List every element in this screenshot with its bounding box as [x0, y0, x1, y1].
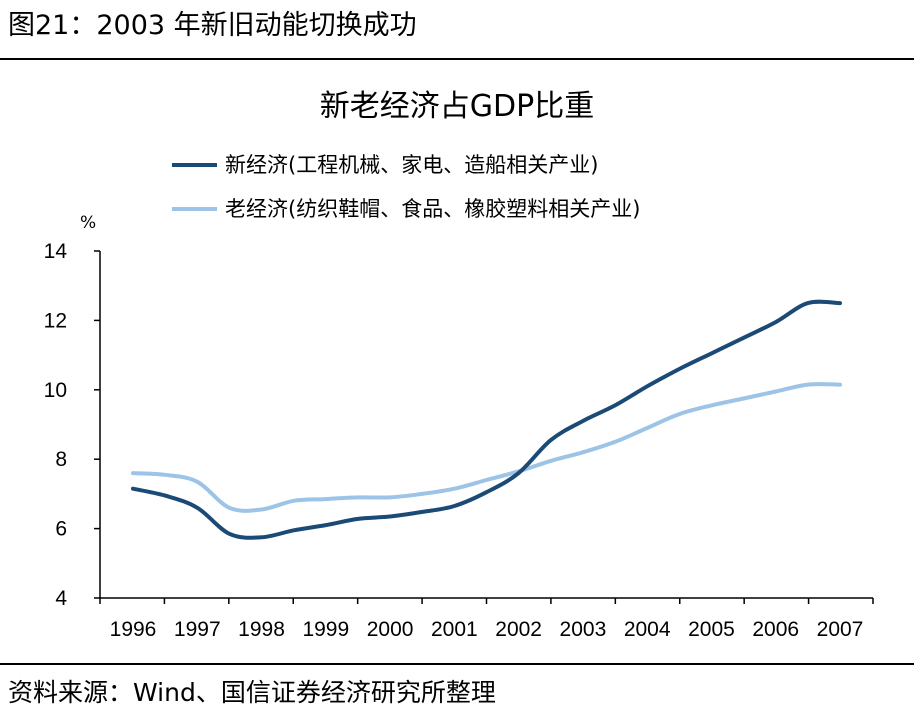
chart-title: 新老经济占GDP比重 [320, 89, 594, 124]
series-line-new-economy [131, 299, 842, 540]
y-tick-label: 10 [44, 379, 67, 402]
x-tick-label: 2001 [431, 618, 478, 641]
line-chart: 新老经济占GDP比重 新经济(工程机械、家电、造船相关产业) 老经济(纺织鞋帽、… [44, 89, 874, 641]
y-tick-label: 8 [55, 448, 67, 471]
x-tick-label: 2004 [624, 618, 671, 641]
series-layer [131, 299, 842, 540]
y-axis-unit: % [80, 213, 96, 233]
y-tick-label: 12 [44, 309, 67, 332]
top-divider [0, 58, 914, 60]
y-tick-label: 6 [55, 518, 67, 541]
x-tick-label: 2006 [752, 618, 799, 641]
x-tick-label: 1999 [302, 618, 349, 641]
x-tick-label: 1997 [174, 618, 221, 641]
legend: 新经济(工程机械、家电、造船相关产业) 老经济(纺织鞋帽、食品、橡胶塑料相关产业… [172, 153, 640, 221]
x-tick-label: 2000 [367, 618, 414, 641]
y-tick-label: 4 [55, 587, 67, 610]
figure-title: 图21：2003 年新旧动能切换成功 [8, 10, 417, 41]
y-tick-label: 14 [44, 240, 68, 263]
x-tick-label: 2002 [495, 618, 542, 641]
legend-label-old-economy: 老经济(纺织鞋帽、食品、橡胶塑料相关产业) [225, 197, 640, 221]
x-tick-label: 2005 [688, 618, 735, 641]
legend-label-new-economy: 新经济(工程机械、家电、造船相关产业) [225, 153, 598, 177]
x-tick-label: 2003 [560, 618, 607, 641]
x-ticks: 1996 1997 1998 1999 2000 2001 2002 2003 2004 2005… [99, 598, 874, 641]
x-tick-label: 1998 [238, 618, 285, 641]
y-ticks: 4 6 8 10 12 14 [44, 240, 100, 610]
x-tick-label: 1996 [110, 618, 157, 641]
bottom-divider [0, 663, 914, 665]
source-note: 资料来源：Wind、国信证券经济研究所整理 [8, 678, 496, 707]
x-tick-label: 2007 [817, 618, 864, 641]
series-line-old-economy [131, 382, 842, 513]
